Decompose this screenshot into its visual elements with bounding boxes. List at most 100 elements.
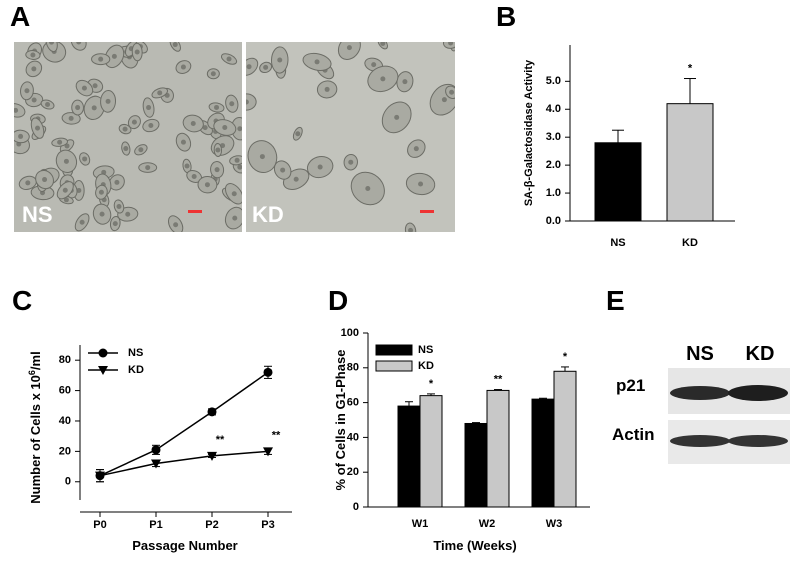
nucleus — [280, 167, 286, 173]
y-tick-label: 5.0 — [546, 75, 561, 87]
nucleus — [57, 139, 63, 145]
y-axis-label: SA-β-Galactosidase Activity — [523, 59, 535, 206]
blot-band — [670, 435, 730, 447]
nucleus — [222, 124, 228, 130]
nucleus — [112, 221, 118, 227]
nucleus — [82, 156, 88, 162]
bar — [397, 405, 421, 508]
nucleus — [25, 180, 31, 186]
nucleus — [215, 147, 221, 153]
y-tick-label: 40 — [59, 415, 71, 427]
legend-label: NS — [418, 344, 433, 356]
nucleus — [408, 227, 414, 232]
x-tick-label: P1 — [149, 519, 162, 531]
panel-letter: B — [496, 1, 516, 32]
blot-column: KD — [746, 343, 775, 365]
nucleus — [246, 64, 252, 70]
cells — [246, 42, 455, 232]
nucleus — [98, 56, 104, 62]
nucleus — [314, 59, 320, 65]
x-tick-label: P3 — [261, 519, 274, 531]
marker — [207, 407, 217, 417]
nucleus — [111, 53, 117, 59]
legend-marker — [98, 348, 108, 358]
legend-swatch — [375, 360, 413, 372]
nucleus — [116, 203, 122, 209]
nucleus — [229, 101, 235, 107]
y-tick-label: 20 — [347, 466, 359, 478]
nucleus — [79, 219, 85, 225]
legend-marker — [98, 366, 108, 375]
image-label: NS — [22, 202, 53, 227]
nucleus — [134, 49, 140, 55]
bar — [486, 389, 510, 508]
x-tick-label: P2 — [205, 519, 218, 531]
blot-column: NS — [686, 343, 714, 365]
nucleus — [371, 62, 377, 68]
nucleus — [146, 105, 152, 111]
legend-label: KD — [418, 360, 434, 372]
bar — [531, 398, 555, 508]
nucleus — [42, 177, 48, 183]
blot-row: p21 — [616, 376, 645, 395]
nucleus — [62, 187, 68, 193]
blot-row: Actin — [612, 425, 655, 444]
nucleus — [92, 83, 98, 89]
line — [99, 450, 269, 477]
nucleus — [75, 105, 81, 111]
y-tick-label: 0 — [65, 476, 71, 488]
bar — [553, 370, 577, 508]
x-tick-label: W1 — [412, 518, 429, 530]
y-tick-label: 2.0 — [546, 159, 561, 171]
nucleus — [232, 215, 238, 221]
x-tick-label: KD — [682, 237, 698, 249]
image-label: KD — [252, 202, 284, 227]
nucleus — [35, 125, 41, 131]
y-axis-label: Number of Cells x 106/ml — [27, 351, 43, 503]
y-tick-label: 80 — [59, 354, 71, 366]
annotation: ** — [272, 429, 281, 441]
nucleus — [204, 182, 210, 188]
nucleus — [293, 176, 299, 182]
annotation: * — [688, 62, 693, 74]
nucleus — [14, 107, 19, 113]
nucleus — [317, 164, 323, 170]
x-axis-label: Passage Number — [132, 538, 238, 553]
nucleus — [172, 42, 178, 48]
nucleus — [441, 97, 447, 103]
nucleus — [277, 57, 283, 63]
nucleus — [324, 86, 330, 92]
nucleus — [346, 45, 352, 51]
legend-label: NS — [128, 347, 143, 359]
nucleus — [125, 211, 131, 217]
nucleus — [24, 88, 30, 94]
y-tick-label: 100 — [341, 327, 359, 339]
panel-letter: C — [12, 285, 32, 316]
legend-swatch — [375, 344, 413, 356]
blot-band — [670, 386, 730, 400]
nucleus — [365, 185, 371, 191]
nucleus — [76, 187, 82, 193]
line — [99, 371, 269, 477]
nucleus — [210, 71, 216, 77]
nucleus — [145, 165, 151, 171]
x-tick-label: W3 — [546, 518, 563, 530]
nucleus — [402, 79, 408, 85]
nucleus — [184, 163, 190, 169]
scale-bar — [188, 210, 202, 213]
nucleus — [380, 42, 386, 46]
nucleus — [63, 197, 69, 203]
y-tick-label: 0 — [353, 501, 359, 513]
nucleus — [448, 42, 454, 46]
marker — [207, 451, 217, 461]
nucleus — [18, 133, 24, 139]
annotation: * — [563, 351, 568, 363]
scale-bar — [420, 210, 434, 213]
nucleus — [30, 52, 36, 58]
bar — [594, 142, 642, 222]
nucleus — [234, 157, 240, 163]
marker — [263, 447, 273, 457]
bar — [464, 422, 488, 508]
marker — [151, 445, 161, 455]
